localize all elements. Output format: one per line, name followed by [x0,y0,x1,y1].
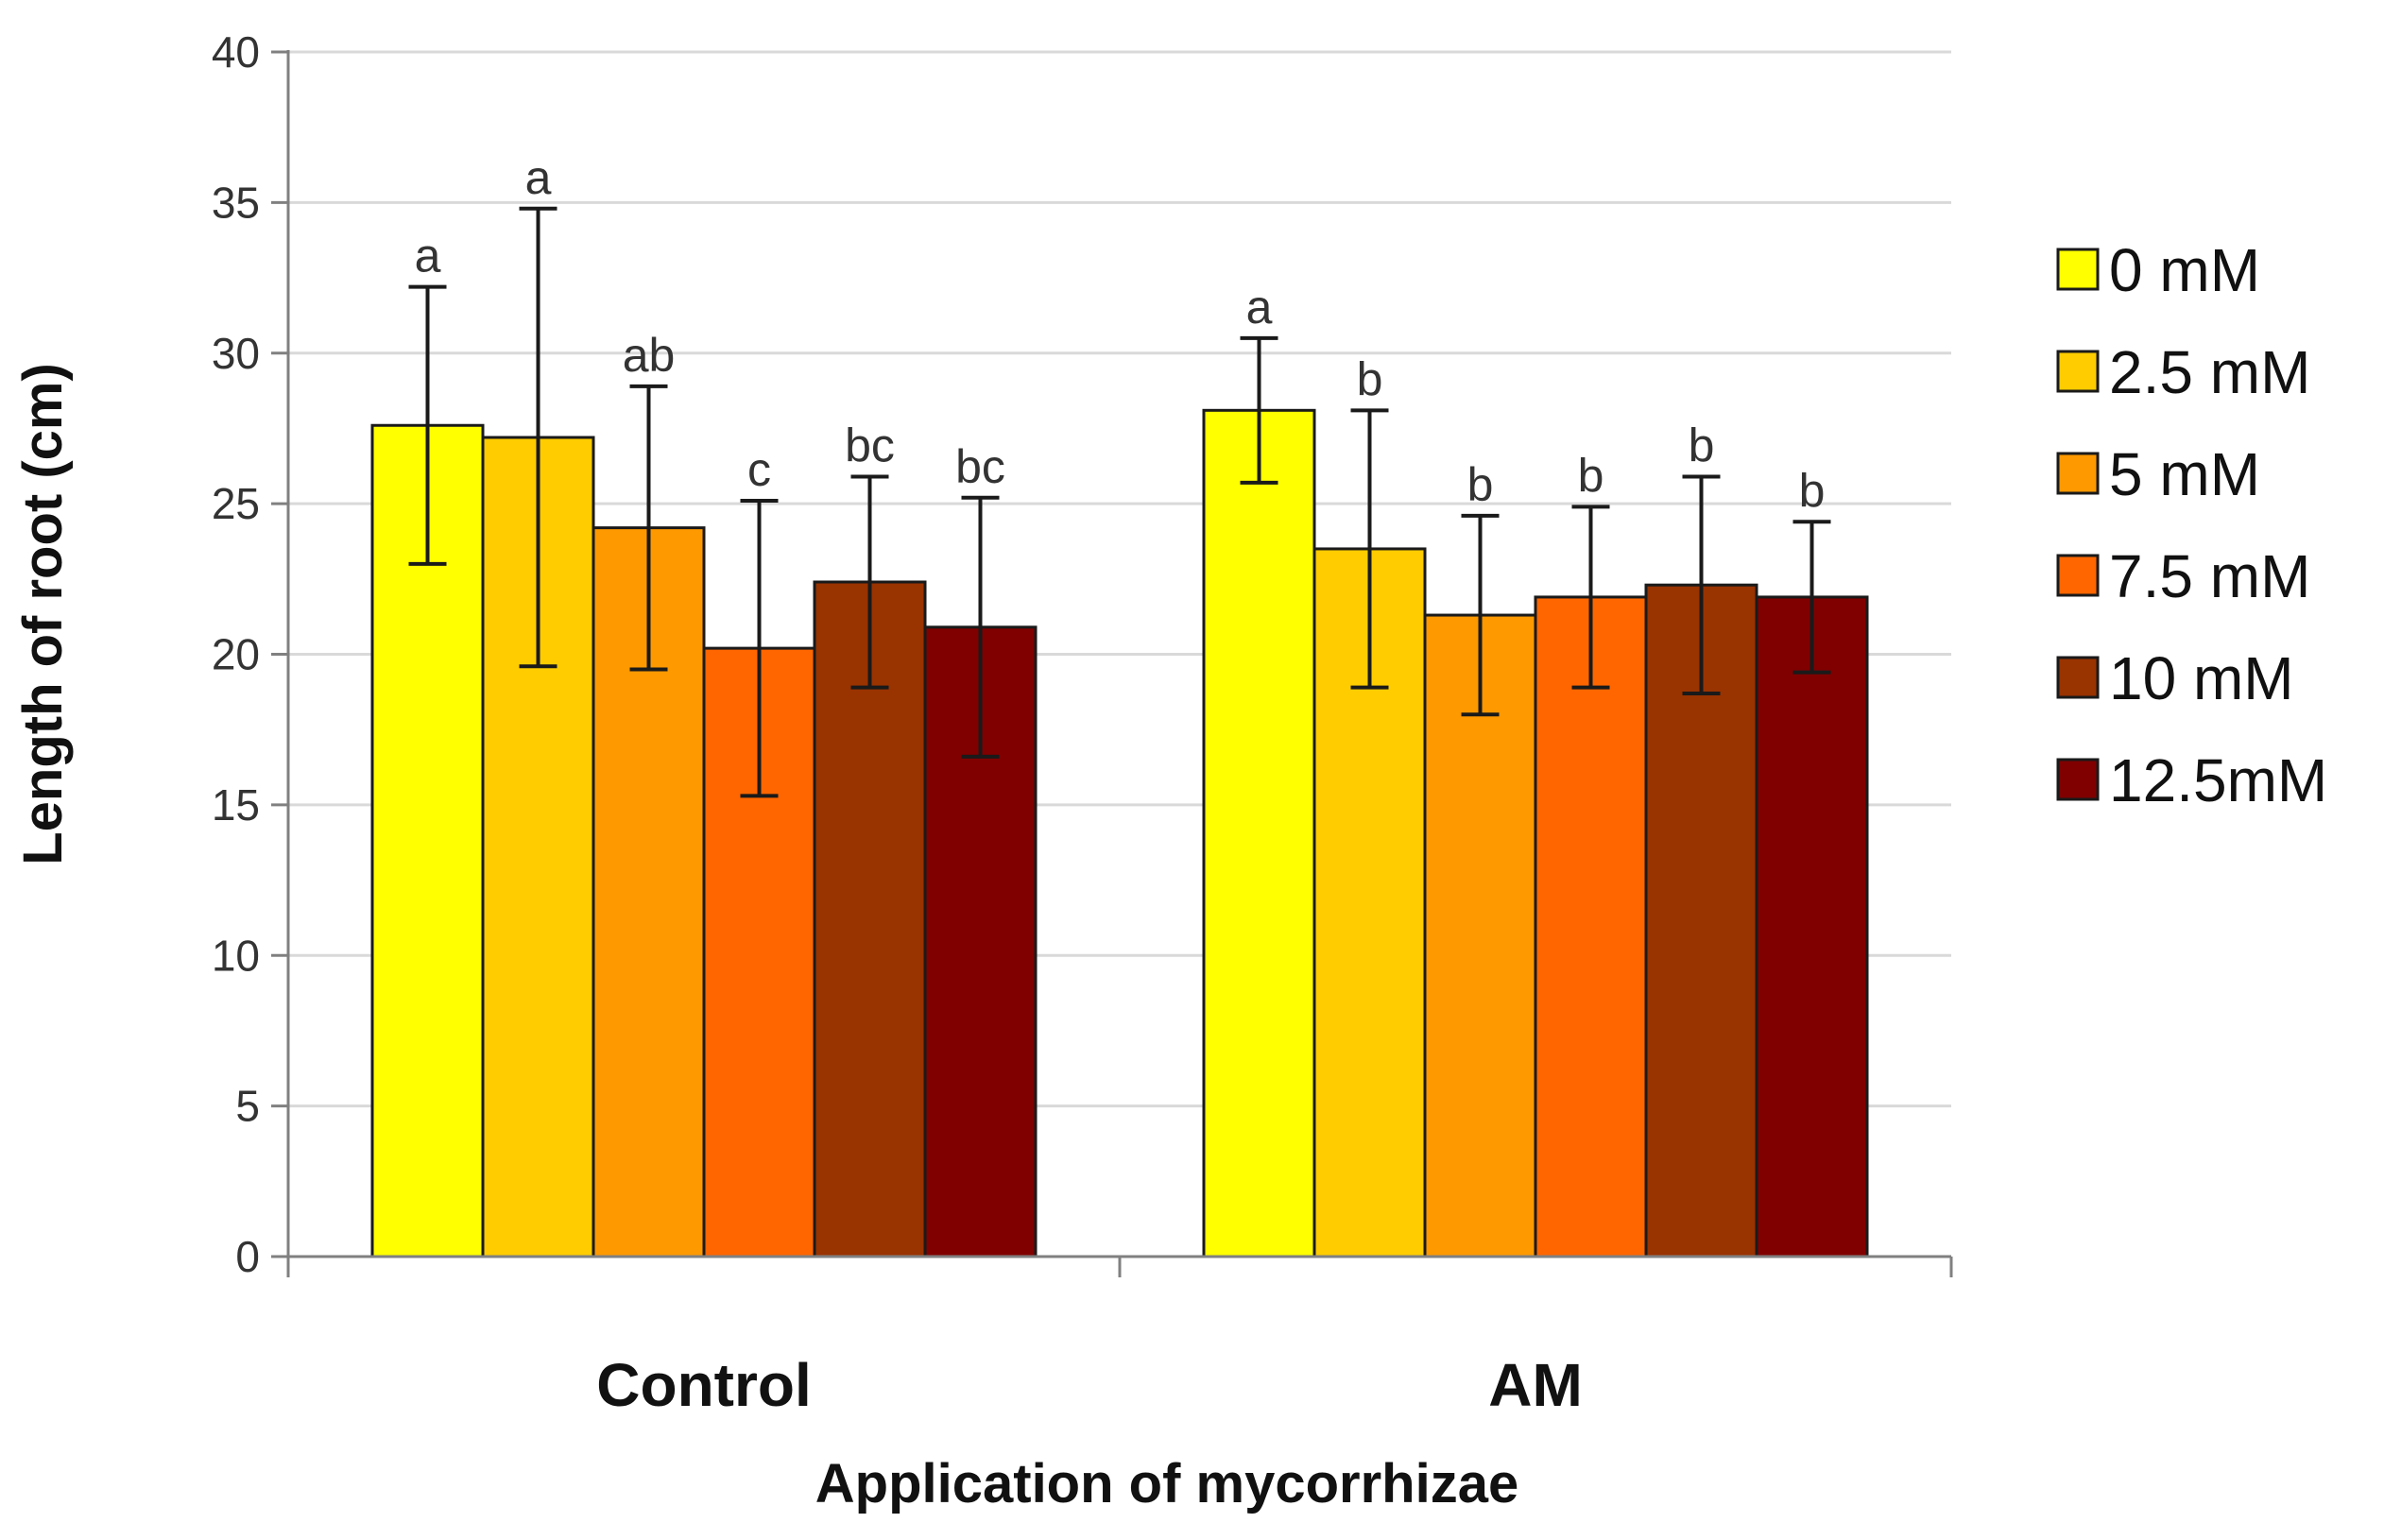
significance-label-control-0: a [415,230,441,282]
y-tick-label-20: 20 [212,630,260,679]
error-bars [408,206,1831,798]
significance-label-am-5: b [1799,464,1826,517]
significance-label-control-3: c [747,443,771,496]
significance-label-am-4: b [1689,419,1715,471]
x-axis-title: Application of mycorrhizae [815,1453,1518,1514]
significance-label-am-0: a [1246,281,1273,334]
y-tick-label-25: 25 [212,479,260,528]
legend-swatch-5 [2056,758,2100,801]
significance-label-control-5: bc [955,440,1005,493]
bar-am-3 [1534,595,1648,1258]
legend-label-5: 12.5mM [2109,746,2327,814]
x-axis: Control AM [286,1255,1953,1419]
y-tick-label-40: 40 [212,27,260,77]
significance-label-control-1: a [525,151,552,204]
category-label-am: AM [1488,1351,1583,1419]
y-tick-label-10: 10 [212,931,260,980]
significance-label-control-2: ab [623,329,676,382]
bar-am-2 [1423,613,1537,1258]
legend-label-2: 5 mM [2109,440,2260,508]
legend: 0 mM 2.5 mM 5 mM 7.5 mM 10 mM 12.5mM [2056,236,2327,814]
legend-swatch-3 [2056,554,2100,597]
significance-label-am-1: b [1357,352,1383,405]
bar-am-5 [1755,595,1869,1258]
y-axis: 0 5 10 15 20 25 30 35 40 [212,27,290,1281]
category-label-control: Control [596,1351,812,1419]
significance-label-am-3: b [1578,449,1604,502]
significance-label-am-2: b [1467,458,1494,511]
y-tick-label-5: 5 [235,1082,260,1131]
legend-label-0: 0 mM [2109,236,2260,304]
y-axis-title: Length of root (cm) [12,363,74,865]
significance-label-control-4: bc [845,419,895,471]
y-tick-label-30: 30 [212,329,260,378]
y-tick-label-15: 15 [212,780,260,830]
legend-swatch-4 [2056,656,2100,699]
legend-label-1: 2.5 mM [2109,338,2310,406]
bar-am-0 [1202,408,1316,1258]
bars [370,408,1869,1258]
legend-label-3: 7.5 mM [2109,542,2310,610]
legend-swatch-2 [2056,452,2100,495]
legend-swatch-1 [2056,350,2100,393]
y-tick-label-0: 0 [235,1232,260,1281]
legend-label-4: 10 mM [2109,644,2294,712]
legend-swatch-0 [2056,248,2100,291]
y-tick-label-35: 35 [212,178,260,227]
